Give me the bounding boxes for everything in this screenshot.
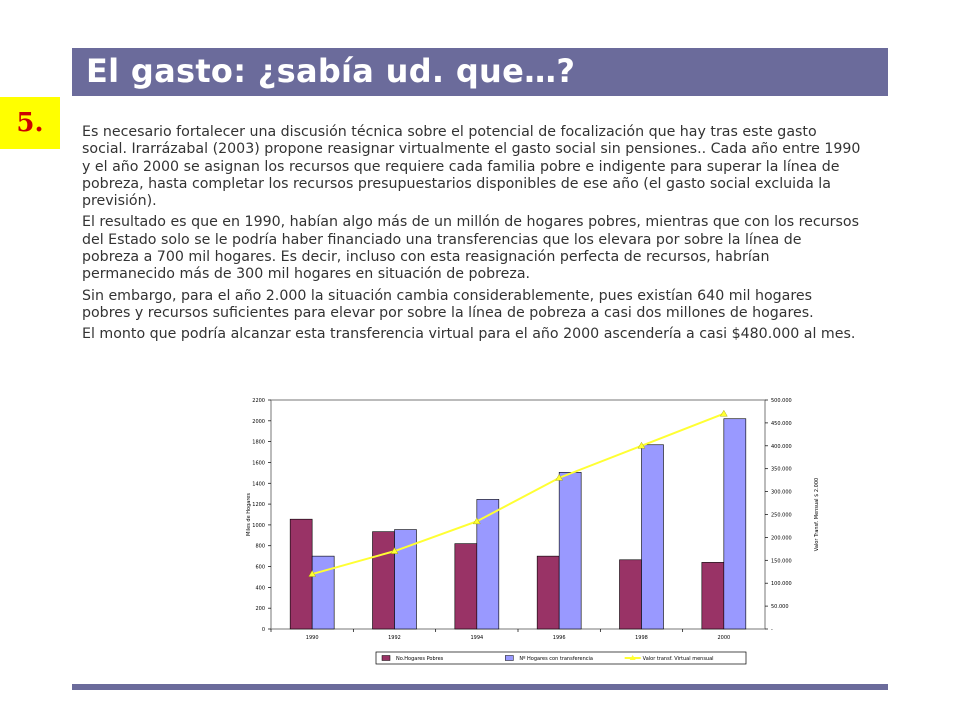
y2-tick-label: 450.000 <box>771 421 792 427</box>
y-tick-label: 1000 <box>252 523 265 529</box>
line-point <box>472 517 481 525</box>
bar-hogares-pobres <box>701 562 725 630</box>
x-tick-label: 2000 <box>717 635 730 641</box>
y2-tick-label: 50.000 <box>771 604 789 610</box>
bar-hogares-pobres <box>372 531 395 630</box>
bar-hogares-transferencia <box>723 418 747 630</box>
y-tick-label: 1600 <box>252 460 265 466</box>
y2-tick-label: 300.000 <box>771 490 792 496</box>
y-tick-label: 400 <box>255 585 265 591</box>
line-point <box>308 570 317 577</box>
y-tick-label: 200 <box>255 606 265 612</box>
x-tick-label: 1992 <box>388 635 401 641</box>
y-tick-label: 600 <box>255 565 265 571</box>
y2-tick-label: 350.000 <box>771 467 792 473</box>
paragraph: Es necesario fortalecer una discusión té… <box>82 124 861 210</box>
y2-tick-label: 250.000 <box>771 513 792 519</box>
bar-hogares-pobres <box>454 543 478 630</box>
slide-number: 5. <box>0 97 60 149</box>
y2-tick-label: 100.000 <box>771 581 792 587</box>
y-tick-label: 2200 <box>252 398 265 404</box>
plot-area <box>270 399 766 630</box>
y-tick-label: 1400 <box>252 481 265 487</box>
bar-hogares-pobres <box>619 559 642 630</box>
legend-swatch <box>505 655 514 661</box>
y-tick-label: 0 <box>262 627 265 633</box>
legend-swatch <box>381 655 391 661</box>
bar-line-chart: 0 200 400 600 800 1000 1200 1400 1600 1800 2000 220… <box>246 398 820 665</box>
x-tick-label: 1998 <box>635 635 648 641</box>
paragraph: El resultado es que en 1990, habían algo… <box>82 214 859 283</box>
bottom-rule <box>72 684 888 690</box>
paragraph: Sin embargo, para el año 2.000 la situac… <box>82 287 814 321</box>
body-text: Es necesario fortalecer una discusión té… <box>82 124 862 348</box>
legend-label: Nº Hogares con transferencia <box>519 656 593 662</box>
y2-tick-label: 150.000 <box>771 558 792 564</box>
x-tick-label: 1994 <box>470 635 483 641</box>
y2-tick-label: 500.000 <box>771 398 792 404</box>
legend-marker <box>629 655 636 660</box>
bar-hogares-transferencia <box>558 472 582 630</box>
line-point <box>637 441 646 449</box>
slide-title: El gasto: ¿sabía ud. que…? <box>86 52 576 90</box>
y-tick-label: 1200 <box>252 502 265 508</box>
y-tick-label: 2000 <box>252 419 265 425</box>
y2-tick-label: 400.000 <box>771 444 792 450</box>
x-tick-label: 1990 <box>306 635 319 641</box>
bar-hogares-transferencia <box>476 499 500 630</box>
y2-axis-label: Valor Transf. Mensual $ 2.000 <box>814 478 820 551</box>
x-tick-label: 1996 <box>553 635 566 641</box>
bar-hogares-pobres <box>289 518 313 630</box>
line-point <box>390 547 399 554</box>
y-axis-label: Miles de Hogares <box>246 493 252 536</box>
legend-label: Valor transf. Virtual mensual <box>643 656 714 662</box>
line-point <box>719 409 728 417</box>
bar-hogares-transferencia <box>641 444 664 630</box>
y-tick-label: 1800 <box>252 440 265 446</box>
line-valor-transferencia <box>311 412 725 576</box>
legend-box <box>375 651 747 665</box>
line-point <box>555 473 564 481</box>
legend-label: No.Hogares Pobres <box>396 656 444 662</box>
bar-hogares-transferencia <box>311 555 335 630</box>
title-bar <box>72 48 888 96</box>
y2-tick-label: 200.000 <box>771 535 792 541</box>
bar-hogares-pobres <box>536 555 560 630</box>
y2-tick-label: - <box>771 627 773 633</box>
y-tick-label: 800 <box>255 544 265 550</box>
bar-hogares-transferencia <box>394 529 417 630</box>
paragraph: El monto que podría alcanzar esta transf… <box>82 326 856 343</box>
